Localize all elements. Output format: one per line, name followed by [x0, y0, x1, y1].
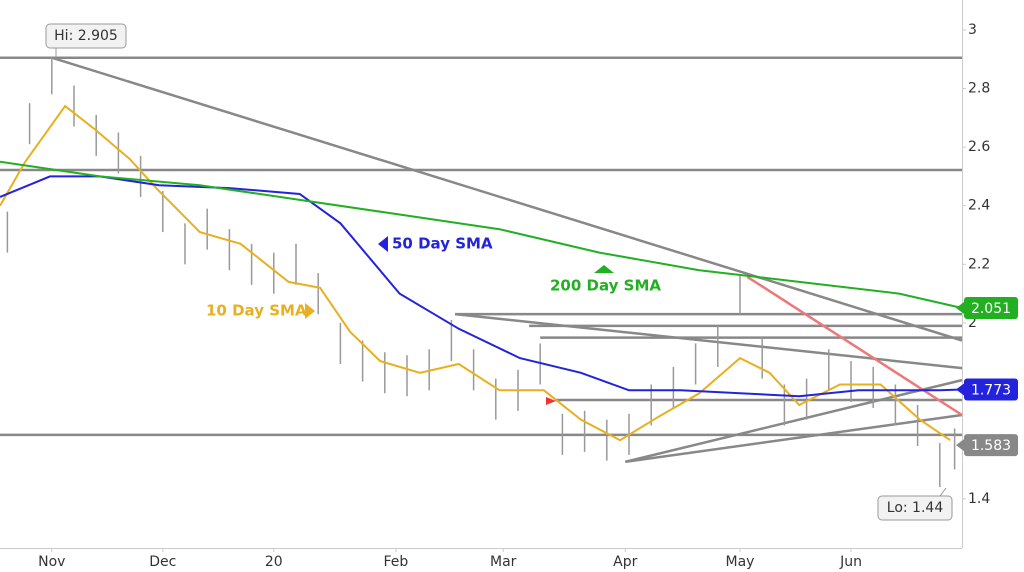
x-tick-label: Apr [613, 554, 637, 570]
sma-label: 200 Day SMA [550, 277, 661, 295]
lo-label: Lo: 1.44 [887, 500, 944, 516]
y-tick-label: 2.6 [968, 139, 990, 155]
hi-label: Hi: 2.905 [54, 28, 118, 44]
x-tick-label: Feb [384, 554, 409, 570]
x-tick-label: Mar [490, 554, 517, 570]
lo-box [877, 495, 953, 521]
y-tick-label: 2.4 [968, 198, 990, 214]
badge-pointer [956, 301, 964, 314]
y-tick-label: 2 [968, 315, 977, 331]
trendline [51, 56, 963, 342]
sma-label: 10 Day SMA [206, 302, 307, 320]
x-tick-label: 20 [265, 554, 283, 570]
trendline [625, 413, 963, 464]
trendline [746, 275, 963, 417]
hi-box [45, 23, 127, 49]
lo-pointer [939, 487, 947, 497]
badge-label: 1.773 [971, 382, 1011, 398]
value-badge [964, 296, 1018, 319]
sma-line [0, 104, 951, 442]
badge-pointer [956, 439, 964, 452]
y-tick-label: 2.2 [968, 256, 990, 272]
y-tick-label: 3 [968, 22, 977, 38]
trendline [625, 378, 963, 464]
badge-label: 1.583 [971, 438, 1011, 454]
x-tick-label: Nov [38, 554, 65, 570]
y-tick-label: 1.4 [968, 491, 990, 507]
x-tick-label: Dec [149, 554, 176, 570]
badge-pointer [956, 383, 964, 396]
y-tick-label: 2.8 [968, 81, 990, 97]
value-badge [964, 434, 1018, 457]
trendline [454, 312, 963, 370]
badge-label: 2.051 [971, 301, 1011, 317]
sma-line [0, 160, 963, 309]
sma-line [0, 175, 963, 398]
marker-arrow [546, 397, 556, 405]
value-badge [964, 378, 1018, 401]
sma-arrow [378, 236, 388, 252]
x-tick-label: May [726, 554, 755, 570]
sma-label: 50 Day SMA [392, 235, 493, 253]
sma-arrow [305, 303, 315, 319]
sma-arrow [594, 265, 614, 273]
x-tick-label: Jun [839, 554, 862, 570]
